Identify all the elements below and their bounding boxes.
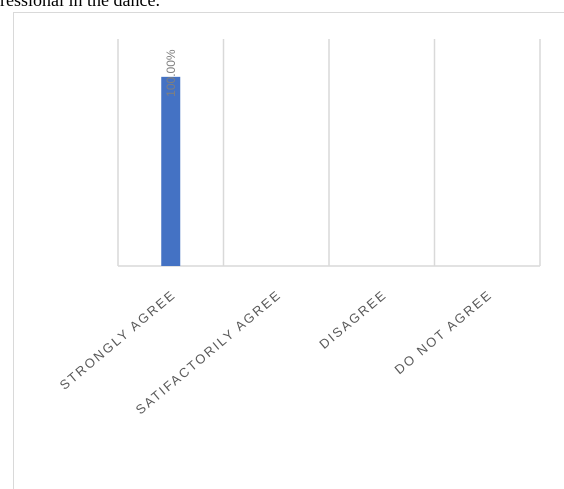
x-tick-label: DO NOT AGREE <box>392 287 496 377</box>
data-label: 100.00% <box>164 49 178 97</box>
chart-frame <box>13 12 564 489</box>
bar <box>161 76 181 266</box>
x-tick-label: DISAGREE <box>316 287 389 352</box>
chart-caption: ressional in the dance. <box>0 0 160 10</box>
x-tick-label: STRONGLY AGREE <box>57 287 179 393</box>
